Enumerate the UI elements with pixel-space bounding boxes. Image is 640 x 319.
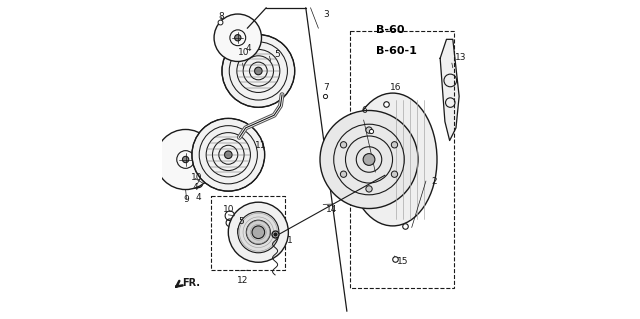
Text: 2: 2	[431, 176, 437, 186]
Text: 6: 6	[361, 106, 367, 115]
Text: 11: 11	[255, 141, 267, 150]
Text: 15: 15	[397, 257, 408, 266]
Circle shape	[366, 186, 372, 192]
Circle shape	[391, 142, 397, 148]
Text: 9: 9	[184, 195, 189, 204]
Text: 10: 10	[238, 48, 250, 57]
Text: 4: 4	[196, 193, 202, 202]
Circle shape	[391, 171, 397, 177]
Circle shape	[214, 14, 262, 62]
Text: 8: 8	[219, 12, 225, 21]
Bar	[350, 32, 454, 287]
Circle shape	[222, 34, 294, 107]
Text: 7: 7	[323, 83, 329, 92]
Circle shape	[182, 156, 189, 163]
Circle shape	[252, 226, 265, 239]
Circle shape	[363, 154, 375, 165]
Circle shape	[225, 151, 232, 159]
Circle shape	[192, 118, 265, 191]
Text: 12: 12	[237, 276, 248, 285]
Circle shape	[235, 34, 241, 41]
Text: 14: 14	[326, 205, 338, 214]
Text: B-60-1: B-60-1	[376, 46, 417, 56]
Text: 4: 4	[246, 44, 252, 53]
Circle shape	[320, 110, 418, 209]
Circle shape	[366, 127, 372, 133]
Text: 10: 10	[191, 173, 202, 182]
Text: B-60: B-60	[376, 26, 404, 35]
Text: 5: 5	[274, 50, 280, 59]
Ellipse shape	[348, 93, 437, 226]
Polygon shape	[440, 39, 459, 141]
Circle shape	[238, 212, 279, 253]
Text: 3: 3	[323, 10, 329, 19]
Text: 16: 16	[390, 83, 401, 92]
Circle shape	[340, 171, 347, 177]
Bar	[211, 196, 285, 270]
Circle shape	[340, 142, 347, 148]
Text: 1: 1	[287, 236, 292, 245]
Text: FR.: FR.	[182, 278, 200, 288]
Text: 5: 5	[238, 217, 244, 226]
Text: 10: 10	[223, 205, 234, 214]
Circle shape	[246, 220, 270, 244]
Circle shape	[228, 202, 289, 262]
Circle shape	[255, 67, 262, 75]
Circle shape	[156, 130, 216, 189]
Text: 13: 13	[455, 53, 467, 62]
Text: 4: 4	[193, 183, 198, 192]
